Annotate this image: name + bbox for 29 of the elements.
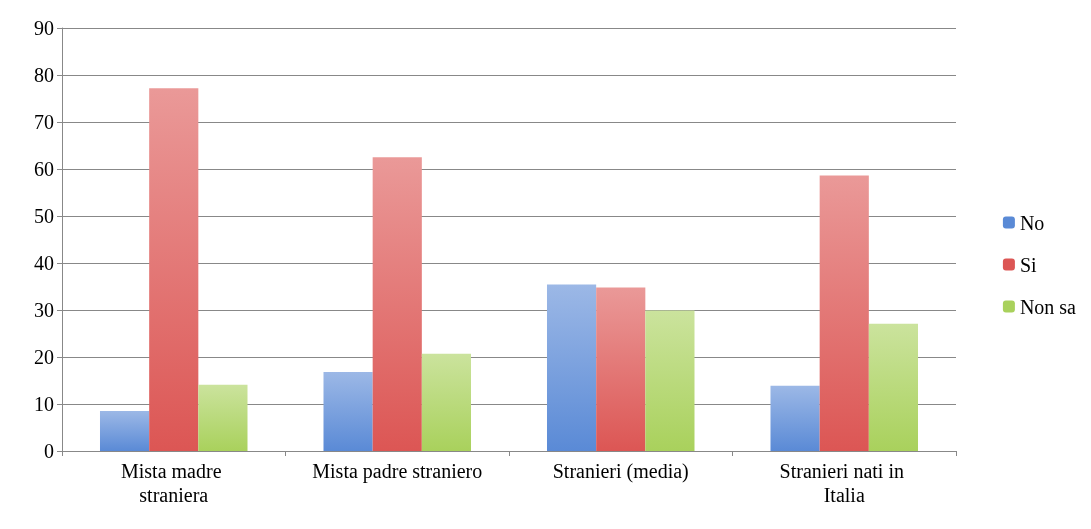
bar bbox=[149, 88, 199, 451]
y-tick-label: 70 bbox=[34, 111, 54, 133]
y-tick-label: 60 bbox=[34, 158, 54, 180]
x-tick-label: Mista madre straniera bbox=[120, 460, 227, 506]
y-tick-label: 30 bbox=[34, 299, 54, 321]
bar bbox=[596, 287, 646, 451]
bar bbox=[372, 157, 422, 451]
legend-label: Si bbox=[1019, 253, 1038, 276]
y-tick-label: 80 bbox=[34, 64, 54, 86]
x-tick-label: Mista padre straniero bbox=[312, 460, 483, 483]
bar bbox=[645, 310, 695, 451]
bar bbox=[421, 353, 472, 451]
legend-label: No bbox=[1019, 211, 1045, 234]
bar bbox=[770, 385, 820, 451]
legend-label: Non sa bbox=[1019, 295, 1077, 318]
bar bbox=[819, 175, 869, 451]
x-tick-label: Stranieri nati in Italia bbox=[779, 460, 909, 506]
y-tick-label: 20 bbox=[34, 346, 54, 368]
y-tick-label: 0 bbox=[44, 440, 54, 462]
y-tick-label: 10 bbox=[34, 393, 54, 415]
y-tick-label: 50 bbox=[34, 205, 54, 227]
y-tick-label: 90 bbox=[34, 17, 54, 39]
x-tick-label: Stranieri (media) bbox=[552, 460, 689, 483]
y-tick-label: 40 bbox=[34, 252, 54, 274]
bar bbox=[868, 323, 919, 451]
bar bbox=[547, 284, 597, 451]
bar bbox=[323, 372, 373, 451]
bar bbox=[198, 384, 248, 451]
bar bbox=[100, 411, 150, 451]
